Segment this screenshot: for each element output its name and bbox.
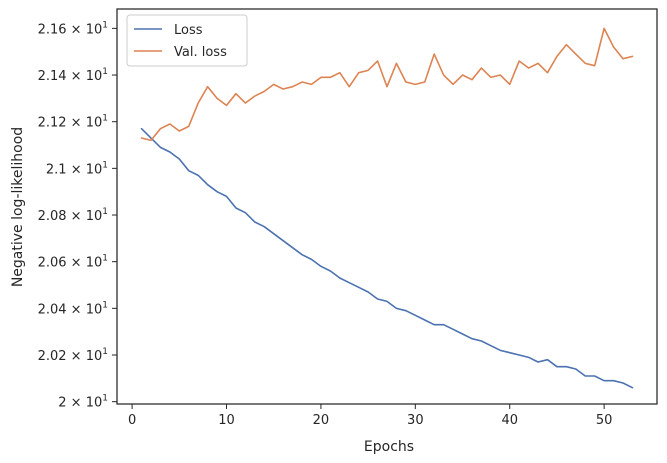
x-axis-label: Epochs [364, 439, 414, 455]
y-tick-label: 2.1 × 101 [46, 160, 108, 177]
y-tick-label: 2.06 × 101 [38, 254, 108, 271]
y-tick-label: 2.04 × 101 [38, 300, 108, 317]
x-axis: 0 10 20 30 40 50 [128, 404, 612, 428]
y-tick-label: 2.16 × 101 [38, 20, 108, 37]
x-tick-label: 40 [501, 413, 518, 428]
x-tick-label: 20 [313, 413, 330, 428]
plot-background [117, 9, 657, 404]
y-tick-label: 2.12 × 101 [38, 114, 108, 131]
y-tick-label: 2.02 × 101 [38, 347, 108, 364]
x-tick-label: 30 [407, 413, 424, 428]
series-line-val-loss [140, 27, 634, 142]
y-tick-label: 2 × 101 [58, 394, 108, 411]
legend-label: Loss [174, 23, 203, 38]
series-layer [140, 27, 634, 389]
legend-box [126, 14, 248, 67]
y-tick-label: 2.08 × 101 [38, 207, 108, 224]
plot-frame [116, 8, 658, 405]
legend-label: Val. loss [174, 45, 227, 60]
legend: Loss Val. loss [126, 14, 248, 67]
series-line-loss [140, 127, 634, 389]
y-tick-label: 2.14 × 101 [38, 67, 108, 84]
x-tick-label: 0 [128, 413, 136, 428]
y-axis-label: Negative log-likelihood [10, 127, 26, 287]
x-tick-label: 50 [596, 413, 613, 428]
x-tick-label: 10 [218, 413, 235, 428]
y-axis: 2 × 101 2.02 × 101 2.04 × 101 2.06 × 101 2.0… [38, 20, 117, 411]
